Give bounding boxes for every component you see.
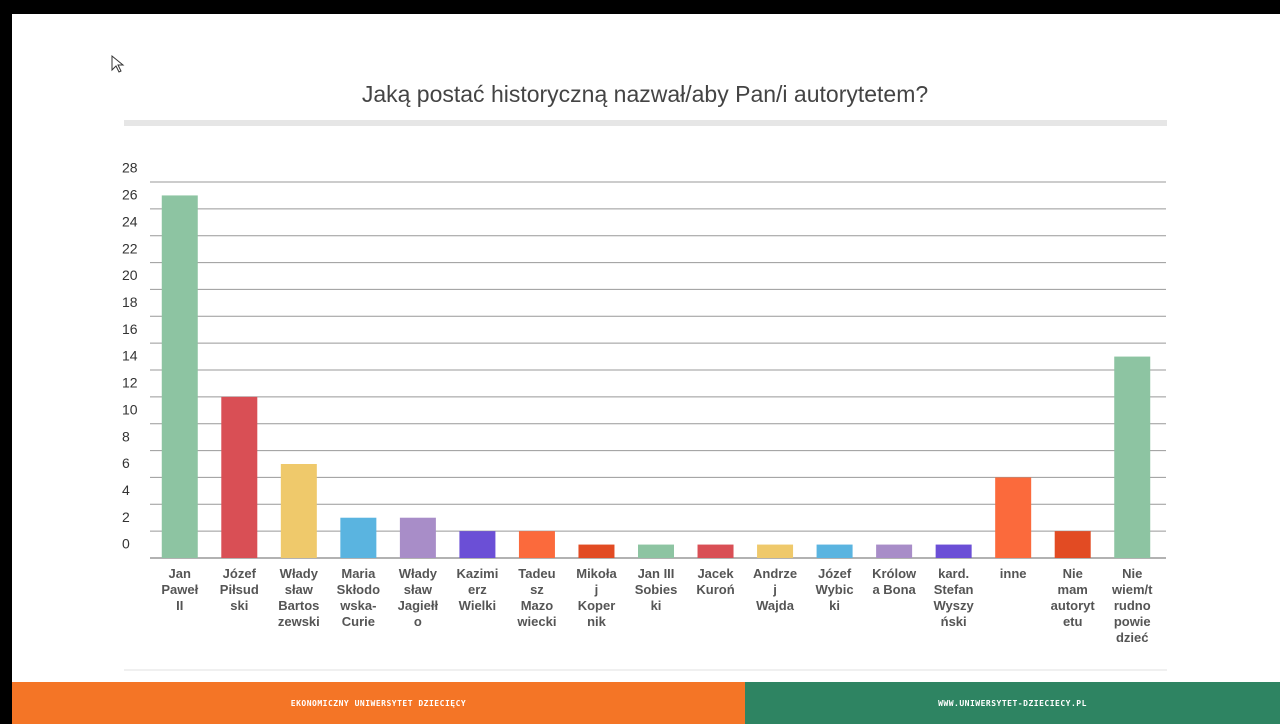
y-tick-label: 20 [122,267,138,283]
x-tick-label: Nie wiem/t rudno powie dzieć [1111,566,1153,645]
footer-right: WWW.UNIWERSYTET-DZIECIECY.PL [745,682,1280,724]
y-tick-label: 28 [122,160,138,176]
y-tick-label: 16 [122,321,138,337]
y-tick-label: 22 [122,240,138,256]
chart-title: Jaką postać historyczną nazwał/aby Pan/i… [362,81,928,107]
bar [518,531,555,558]
slide: Jaką postać historyczną nazwał/aby Pan/i… [12,14,1280,724]
bar [697,544,734,558]
y-tick-label: 2 [122,509,130,525]
x-tick-label: Nie mam autoryt etu [1051,566,1096,629]
x-tick-label: inne [1000,566,1027,581]
bar [399,517,436,558]
bar [638,544,674,558]
y-tick-label: 26 [122,187,138,203]
x-tick-label: Jan III Sobies ki [635,566,678,613]
x-tick-label: Tadeu sz Mazo wiecki [516,566,556,629]
x-tick-label: Jacek Kuroń [696,566,734,597]
bar [876,544,913,558]
bar [757,544,794,558]
x-tick-label: Kazimi erz Wielki [456,566,498,613]
bar [816,544,853,558]
y-tick-label: 12 [122,375,138,391]
bar [578,544,615,558]
chart: Jaką postać historyczną nazwał/aby Pan/i… [111,54,1167,671]
cursor [111,54,125,73]
y-tick-label: 8 [122,428,130,444]
x-tick-label: Józef Wybic ki [816,566,854,613]
x-tick-label: Józef Piłsud ski [220,566,259,613]
bar [280,464,317,558]
x-tick-label: Włady sław Jagiełł o [398,566,439,629]
bar [1114,356,1151,558]
bar [161,195,198,558]
bar [221,396,258,558]
y-tick-label: 6 [122,455,130,471]
x-tick-label: Włady sław Bartos zewski [278,566,320,629]
bar [340,517,377,558]
x-tick-label: Mikoła j Koper nik [576,566,617,629]
y-tick-label: 0 [122,536,130,552]
y-tick-label: 10 [122,401,138,417]
bar [459,531,496,558]
title-rule [124,120,1167,126]
y-tick-label: 18 [122,294,138,310]
y-tick-label: 14 [122,348,138,364]
bar [995,477,1032,558]
footer-left: EKONOMICZNY UNIWERSYTET DZIECIĘCY [12,682,745,724]
bar [1054,531,1091,558]
bar [935,544,972,558]
x-tick-label: Królow a Bona [872,566,917,597]
y-tick-label: 24 [122,213,138,229]
x-tick-label: Maria Skłodo wska-Curie [337,566,380,629]
x-tick-label: kard. Stefan Wyszy ński [934,566,975,629]
x-tick-label: Andrze j Wajda [753,566,797,613]
y-tick-label: 4 [122,482,130,498]
x-tick-label: Jan Paweł II [161,566,198,613]
